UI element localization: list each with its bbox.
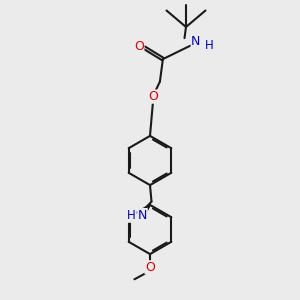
Text: O: O	[134, 40, 144, 53]
Text: N: N	[138, 208, 147, 222]
Text: O: O	[148, 90, 158, 103]
Text: N: N	[191, 34, 201, 48]
Text: H: H	[205, 39, 214, 52]
Text: O: O	[145, 261, 155, 274]
Text: H: H	[127, 209, 136, 222]
